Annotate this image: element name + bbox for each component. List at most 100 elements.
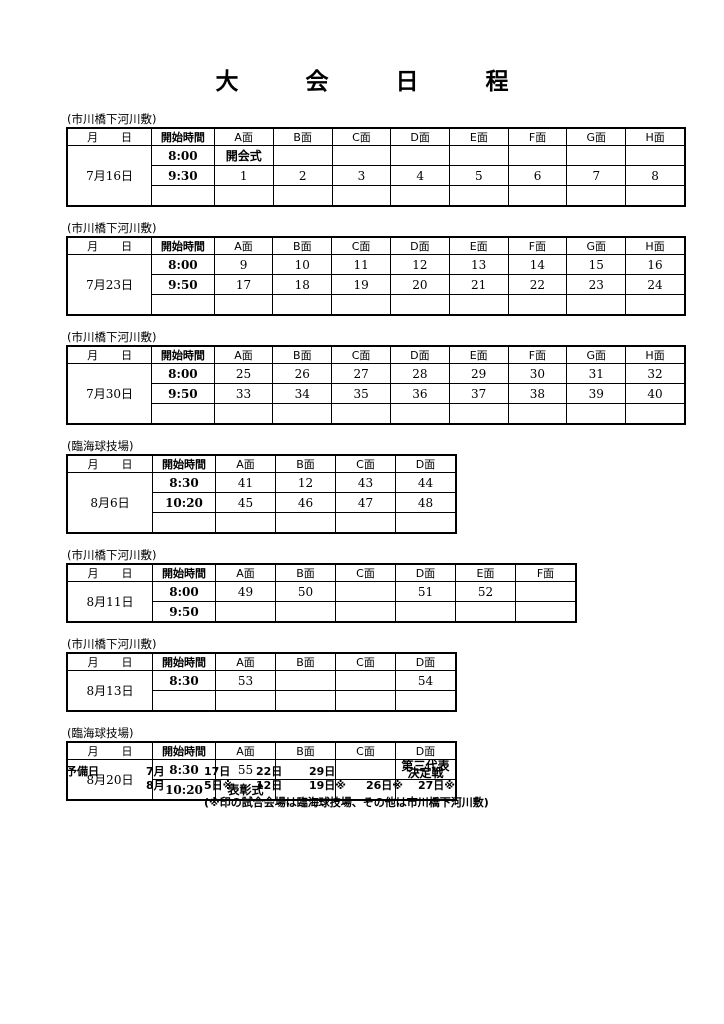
- match-cell: 4: [390, 165, 451, 186]
- match-cell: [272, 403, 333, 425]
- header-field: B面: [275, 454, 336, 473]
- header-field: B面: [272, 236, 333, 255]
- match-cell: [395, 690, 457, 712]
- schedule-block: (市川橋下河川敷) 月 日開始時間 A面 B面 C面 D面 8月13日 8:30 53 54: [66, 637, 686, 712]
- header-start-time: 開始時間: [151, 236, 215, 255]
- table-row: 9:50: [67, 601, 577, 623]
- match-cell: 33: [213, 383, 274, 404]
- match-cell: 6: [507, 165, 568, 186]
- table-row: 9:50 17 18 19 20 21 22 23 24: [67, 274, 686, 295]
- match-cell: [449, 145, 509, 166]
- start-time-cell: 8:00: [151, 254, 215, 275]
- start-time-cell: 8:30: [152, 759, 216, 780]
- reserve-day-august-4: 26日※: [366, 779, 404, 792]
- match-cell: [335, 690, 396, 712]
- header-field: H面: [625, 236, 686, 255]
- match-cell: [625, 403, 686, 425]
- match-cell: [566, 145, 627, 166]
- table-row: 8月20日 8:30 55 第三代表 決定戦: [66, 759, 457, 801]
- match-cell: 11: [331, 254, 391, 275]
- header-field: E面: [449, 127, 509, 146]
- header-field: A面: [213, 236, 274, 255]
- start-time-cell: 8:00: [151, 363, 215, 384]
- reserve-day-august-3: 19日※: [309, 779, 347, 792]
- match-cell: 13: [448, 254, 509, 275]
- header-field: A面: [215, 652, 276, 671]
- match-cell: 26: [272, 363, 333, 384]
- match-cell: [448, 294, 509, 316]
- match-cell: [625, 294, 686, 316]
- header-date: 月 日: [66, 563, 153, 582]
- header-field: H面: [625, 345, 686, 364]
- reserve-day-july-1: 17日: [204, 765, 231, 778]
- match-cell: 7: [566, 165, 627, 186]
- date-cell: 8月6日: [66, 472, 153, 534]
- match-cell: [395, 512, 457, 534]
- match-cell: 51: [395, 581, 456, 602]
- start-time-cell: [151, 403, 215, 425]
- match-cell: [395, 601, 456, 623]
- date-cell: 7月30日: [66, 363, 153, 425]
- match-cell: 12: [275, 472, 336, 493]
- header-field: D面: [389, 345, 450, 364]
- match-cell: 40: [625, 383, 686, 404]
- header-start-time: 開始時間: [151, 345, 215, 364]
- reserve-row-august: 8月 5日※ 12日 19日※ 26日※ 27日※: [66, 777, 686, 792]
- date-cell: 8月20日: [66, 759, 153, 801]
- reserve-days-label: 予備日: [66, 765, 99, 778]
- match-cell: 1: [213, 165, 274, 186]
- match-cell: 17: [213, 274, 274, 295]
- table-row: 7月16日 8:00 開会式: [66, 145, 686, 207]
- match-cell: [335, 670, 396, 691]
- table-row: 8月13日 8:30 53 54: [66, 670, 457, 712]
- schedule-block: (臨海球技場) 月 日開始時間 A面 B面 C面 D面 8月6日 8:30 41 12 43 44 10…: [66, 439, 686, 534]
- schedule-blocks: (市川橋下河川敷) 月 日開始時間 A面 B面 C面 D面 E面 F面 G面 H面 7月16日 8:0…: [66, 112, 686, 815]
- match-cell: [395, 779, 457, 801]
- start-time-cell: 8:30: [152, 472, 216, 493]
- table-header-row: 月 日開始時間 A面 B面 C面 D面: [66, 652, 457, 671]
- start-time-cell: [151, 294, 215, 316]
- match-cell: 20: [389, 274, 450, 295]
- match-cell: 14: [507, 254, 568, 275]
- match-cell: [566, 185, 627, 207]
- match-cell: 31: [566, 363, 627, 384]
- match-cell: [335, 512, 396, 534]
- reserve-days-footer: 予備日 7月 17日 22日 29日 8月 5日※ 12日 19日※ 26日※ …: [66, 763, 686, 809]
- table-row: 8月6日 8:30 41 12 43 44: [66, 472, 457, 534]
- header-field: B面: [272, 127, 333, 146]
- match-cell: 3: [331, 165, 392, 186]
- match-cell: 5: [449, 165, 509, 186]
- date-cell: 7月23日: [66, 254, 153, 316]
- match-cell: 29: [448, 363, 509, 384]
- match-cell: [507, 145, 568, 166]
- match-cell: [215, 512, 276, 534]
- start-time-cell: 10:20: [152, 779, 216, 801]
- venue-label: (臨海球技場): [67, 439, 134, 453]
- match-cell: 8: [625, 165, 686, 186]
- venue-label: (臨海球技場): [67, 726, 134, 740]
- match-cell: 41: [215, 472, 276, 493]
- match-cell: 12: [389, 254, 450, 275]
- page-title: 大 会 日 程: [215, 68, 531, 95]
- match-cell: [390, 185, 451, 207]
- match-cell: [390, 145, 451, 166]
- header-date: 月 日: [66, 741, 153, 760]
- schedule-table: 月 日開始時間 A面 B面 C面 D面 8月13日 8:30 53 54: [66, 652, 457, 712]
- match-cell: 15: [566, 254, 627, 275]
- start-time-cell: 8:30: [152, 670, 216, 691]
- match-cell: 9: [213, 254, 274, 275]
- start-time-cell: 8:00: [152, 581, 216, 602]
- match-cell: [566, 294, 627, 316]
- match-cell: [215, 690, 276, 712]
- header-date: 月 日: [66, 345, 153, 364]
- header-field: G面: [566, 345, 627, 364]
- header-field: C面: [331, 236, 391, 255]
- header-start-time: 開始時間: [151, 127, 215, 146]
- header-start-time: 開始時間: [152, 454, 216, 473]
- header-field: C面: [331, 345, 391, 364]
- table-header-row: 月 日開始時間 A面 B面 C面 D面 E面 F面: [66, 563, 577, 582]
- match-cell: 27: [331, 363, 391, 384]
- reserve-day-july-2: 22日: [256, 765, 283, 778]
- match-cell: 10: [272, 254, 333, 275]
